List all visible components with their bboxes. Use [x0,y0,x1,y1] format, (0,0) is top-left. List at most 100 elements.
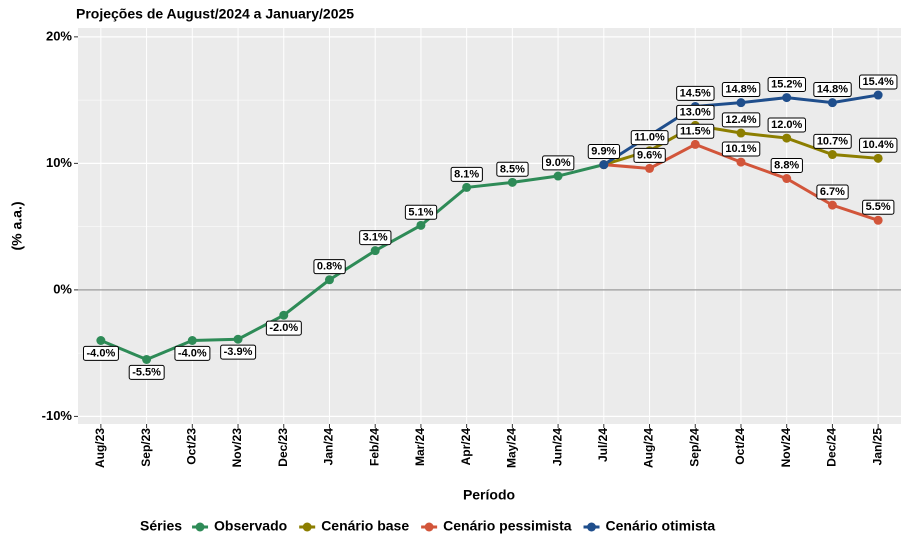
data-label-text: -2.0% [269,322,298,334]
x-tick-label: Sep/24 [687,428,701,467]
y-tick-label: 20% [46,28,72,43]
data-label: -4.0% [82,345,119,361]
data-label: 8.8% [770,157,803,173]
data-point [736,157,746,167]
data-point [873,90,883,100]
data-point [462,182,472,192]
data-label: 0.8% [313,259,346,275]
y-tick-label: 0% [53,281,72,296]
data-label: 15.4% [859,74,898,90]
y-tick-label: -10% [42,408,73,423]
data-label: -5.5% [128,364,165,380]
x-tick-label: Mar/24 [413,428,427,466]
chart-title: Projeções de August/2024 a January/2025 [76,6,354,22]
series-line [100,163,605,362]
data-label-box [859,137,898,153]
x-tick-label: Apr/24 [459,428,473,466]
data-label: 10.4% [859,137,898,153]
data-point [324,275,334,285]
data-label-text: 8.1% [454,168,479,180]
data-label-text: 6.7% [820,186,845,198]
data-point [827,200,837,210]
data-label-box [767,76,807,92]
data-label-text: 9.9% [591,146,616,158]
data-label-box [767,117,807,133]
data-label-text: 3.1% [363,232,388,244]
data-label-text: 12.0% [771,119,802,131]
data-label-box [633,147,666,163]
data-point [279,310,289,320]
data-label: 12.0% [767,117,807,133]
legend-title: Séries [140,518,182,534]
data-label-box [82,345,119,361]
data-point [645,163,655,173]
data-label-text: 11.0% [634,132,665,144]
data-label: 14.5% [676,85,715,101]
data-label-text: 13.0% [680,106,711,118]
x-tick-label: Dec/23 [276,428,290,467]
x-axis-title: Período [463,487,515,503]
x-tick-label: Feb/24 [367,428,381,466]
data-label-text: 14.8% [817,84,848,96]
x-tick-label: Aug/24 [642,428,656,468]
y-axis-title: (% a.a.) [9,201,25,250]
x-tick-label: Aug/23 [93,428,107,468]
data-label-box [496,161,529,177]
data-label-text: 10.1% [725,143,756,155]
data-label-text: 12.4% [725,114,756,126]
y-tick-label: 10% [46,155,72,170]
data-point [599,160,609,170]
x-tick-label: Jun/24 [550,428,564,466]
data-label-box [813,133,852,149]
data-label-text: 10.7% [817,135,848,147]
data-label-box [404,204,438,220]
data-label-text: -4.0% [178,347,207,359]
data-point [507,177,517,187]
data-label-text: 15.2% [771,78,802,90]
data-point [553,171,563,181]
x-tick-label: Jan/25 [870,428,884,466]
data-label-box [676,123,715,139]
data-label-text: 11.5% [680,125,711,137]
data-label-box [220,344,257,360]
data-label: -3.9% [220,344,257,360]
data-label: 11.5% [676,123,715,139]
data-label-box [630,130,669,146]
data-label-box [128,364,165,380]
data-point [873,215,883,225]
data-point [690,139,700,149]
data-label-box [676,104,715,120]
data-label-text: 8.5% [500,163,525,175]
data-label-text: -5.5% [132,366,161,378]
x-tick-label: Nov/24 [779,428,793,468]
data-label-text: 5.1% [408,206,433,218]
data-point [873,153,883,163]
legend-key-point [302,522,312,532]
data-label-box [816,184,849,200]
data-label: 11.0% [630,130,669,146]
data-point [187,335,197,345]
data-label-box [359,230,392,246]
data-label: 3.1% [359,230,392,246]
data-point [736,128,746,138]
data-label-text: -3.9% [224,346,253,358]
data-label: 8.5% [496,161,529,177]
data-label-text: 10.4% [863,139,894,151]
legend-label: Cenário base [321,518,409,534]
x-tick-label: May/24 [505,428,519,468]
data-label-text: 9.0% [546,157,571,169]
data-label: 8.1% [450,166,483,182]
legend-key-point [195,522,205,532]
x-tick-label: Oct/23 [184,428,198,465]
data-label-box [542,155,575,171]
data-label: 5.5% [862,199,895,215]
data-point [142,354,152,364]
data-label-text: 15.4% [863,76,894,88]
data-label-box [770,157,803,173]
data-point [782,133,792,143]
data-label-text: 5.5% [866,201,891,213]
data-point [782,93,792,103]
data-label: 13.0% [676,104,715,120]
data-label: 10.1% [721,141,761,157]
